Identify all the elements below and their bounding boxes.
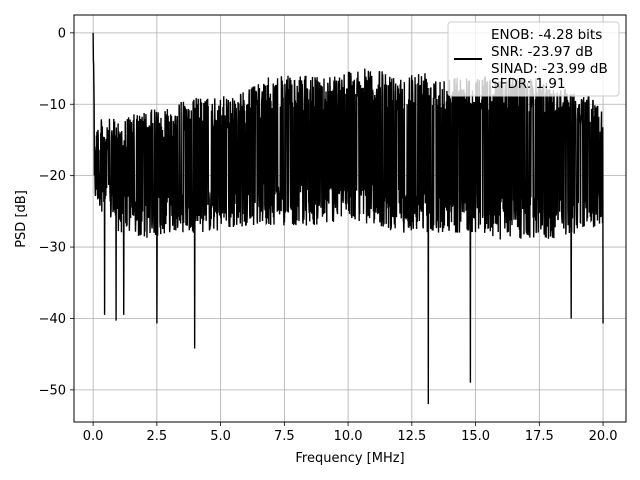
x-tick-label: 5.0 <box>210 429 231 444</box>
plot-area <box>92 32 604 405</box>
psd-series-line <box>92 32 604 405</box>
y-tick-label: −50 <box>39 383 66 398</box>
legend-entry-sfdr: SFDR: 1.91 <box>491 76 566 92</box>
legend-entry-snr: SNR: -23.97 dB <box>491 44 593 60</box>
legend: ENOB: -4.28 bits SNR: -23.97 dB SINAD: -… <box>447 21 620 97</box>
y-tick-label: −10 <box>39 98 66 113</box>
x-tick-label: 7.5 <box>274 429 295 444</box>
x-axis-label: Frequency [MHz] <box>295 451 404 466</box>
y-tick-label: −20 <box>39 169 66 184</box>
x-tick-label: 0.0 <box>83 429 104 444</box>
x-tick-label: 10.0 <box>334 429 363 444</box>
legend-box <box>447 21 620 97</box>
y-axis-label: PSD [dB] <box>14 190 29 248</box>
y-tick-label: 0 <box>58 26 66 41</box>
x-tick-label: 2.5 <box>147 429 168 444</box>
y-axis: 0 −10 −20 −30 −40 −50 <box>39 26 74 398</box>
axes-frame <box>73 14 627 423</box>
legend-entry-enob: ENOB: -4.28 bits <box>491 27 602 43</box>
y-tick-label: −40 <box>39 312 66 327</box>
x-tick-label: 20.0 <box>589 429 618 444</box>
legend-entry-sinad: SINAD: -23.99 dB <box>491 61 608 77</box>
x-axis: 0.0 2.5 5.0 7.5 10.0 12.5 15.0 17.5 20.0 <box>83 422 618 444</box>
y-tick-label: −30 <box>39 241 66 256</box>
x-tick-label: 17.5 <box>525 429 554 444</box>
x-tick-label: 15.0 <box>461 429 490 444</box>
x-tick-label: 12.5 <box>397 429 426 444</box>
